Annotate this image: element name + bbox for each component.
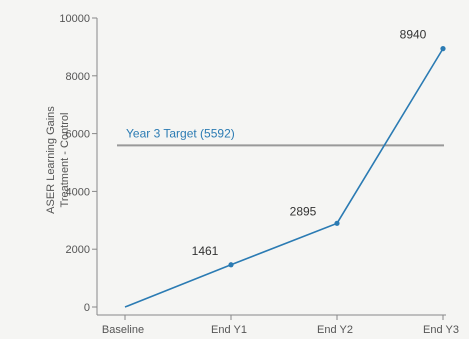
series-group <box>124 46 446 308</box>
x-tick-label: Baseline <box>102 324 144 336</box>
data-labels: 1461 2895 8940 <box>192 28 427 258</box>
x-tick-label: End Y1 <box>211 324 247 336</box>
data-point <box>228 262 234 268</box>
y-axis-title-line1: ASER Learning Gains <box>45 106 57 214</box>
data-label: 8940 <box>400 28 427 42</box>
y-tick-label: 8000 <box>66 71 90 83</box>
data-point <box>440 46 446 52</box>
target-label: Year 3 Target (5592) <box>126 126 235 140</box>
y-tick-label: 2000 <box>66 244 90 256</box>
x-tick-label: End Y3 <box>423 324 459 336</box>
y-tick-label: 10000 <box>59 13 90 25</box>
series-line <box>124 48 444 308</box>
target-group: Year 3 Target (5592) <box>117 126 444 147</box>
x-ticks: Baseline End Y1 End Y2 End Y3 <box>102 315 459 336</box>
x-tick-label: End Y2 <box>317 324 353 336</box>
data-label: 1461 <box>192 244 219 258</box>
y-axis-title-line2: Treatment - Control <box>59 113 71 208</box>
data-label: 2895 <box>290 204 317 218</box>
y-tick-label: 4000 <box>66 186 90 198</box>
y-axis-title: ASER Learning Gains Treatment - Control <box>45 106 71 214</box>
axes <box>96 18 446 316</box>
y-tick-label: 0 <box>84 302 90 314</box>
y-ticks: 0 2000 4000 6000 8000 10000 <box>59 13 97 314</box>
data-point <box>334 220 340 226</box>
y-tick-label: 6000 <box>66 129 90 141</box>
